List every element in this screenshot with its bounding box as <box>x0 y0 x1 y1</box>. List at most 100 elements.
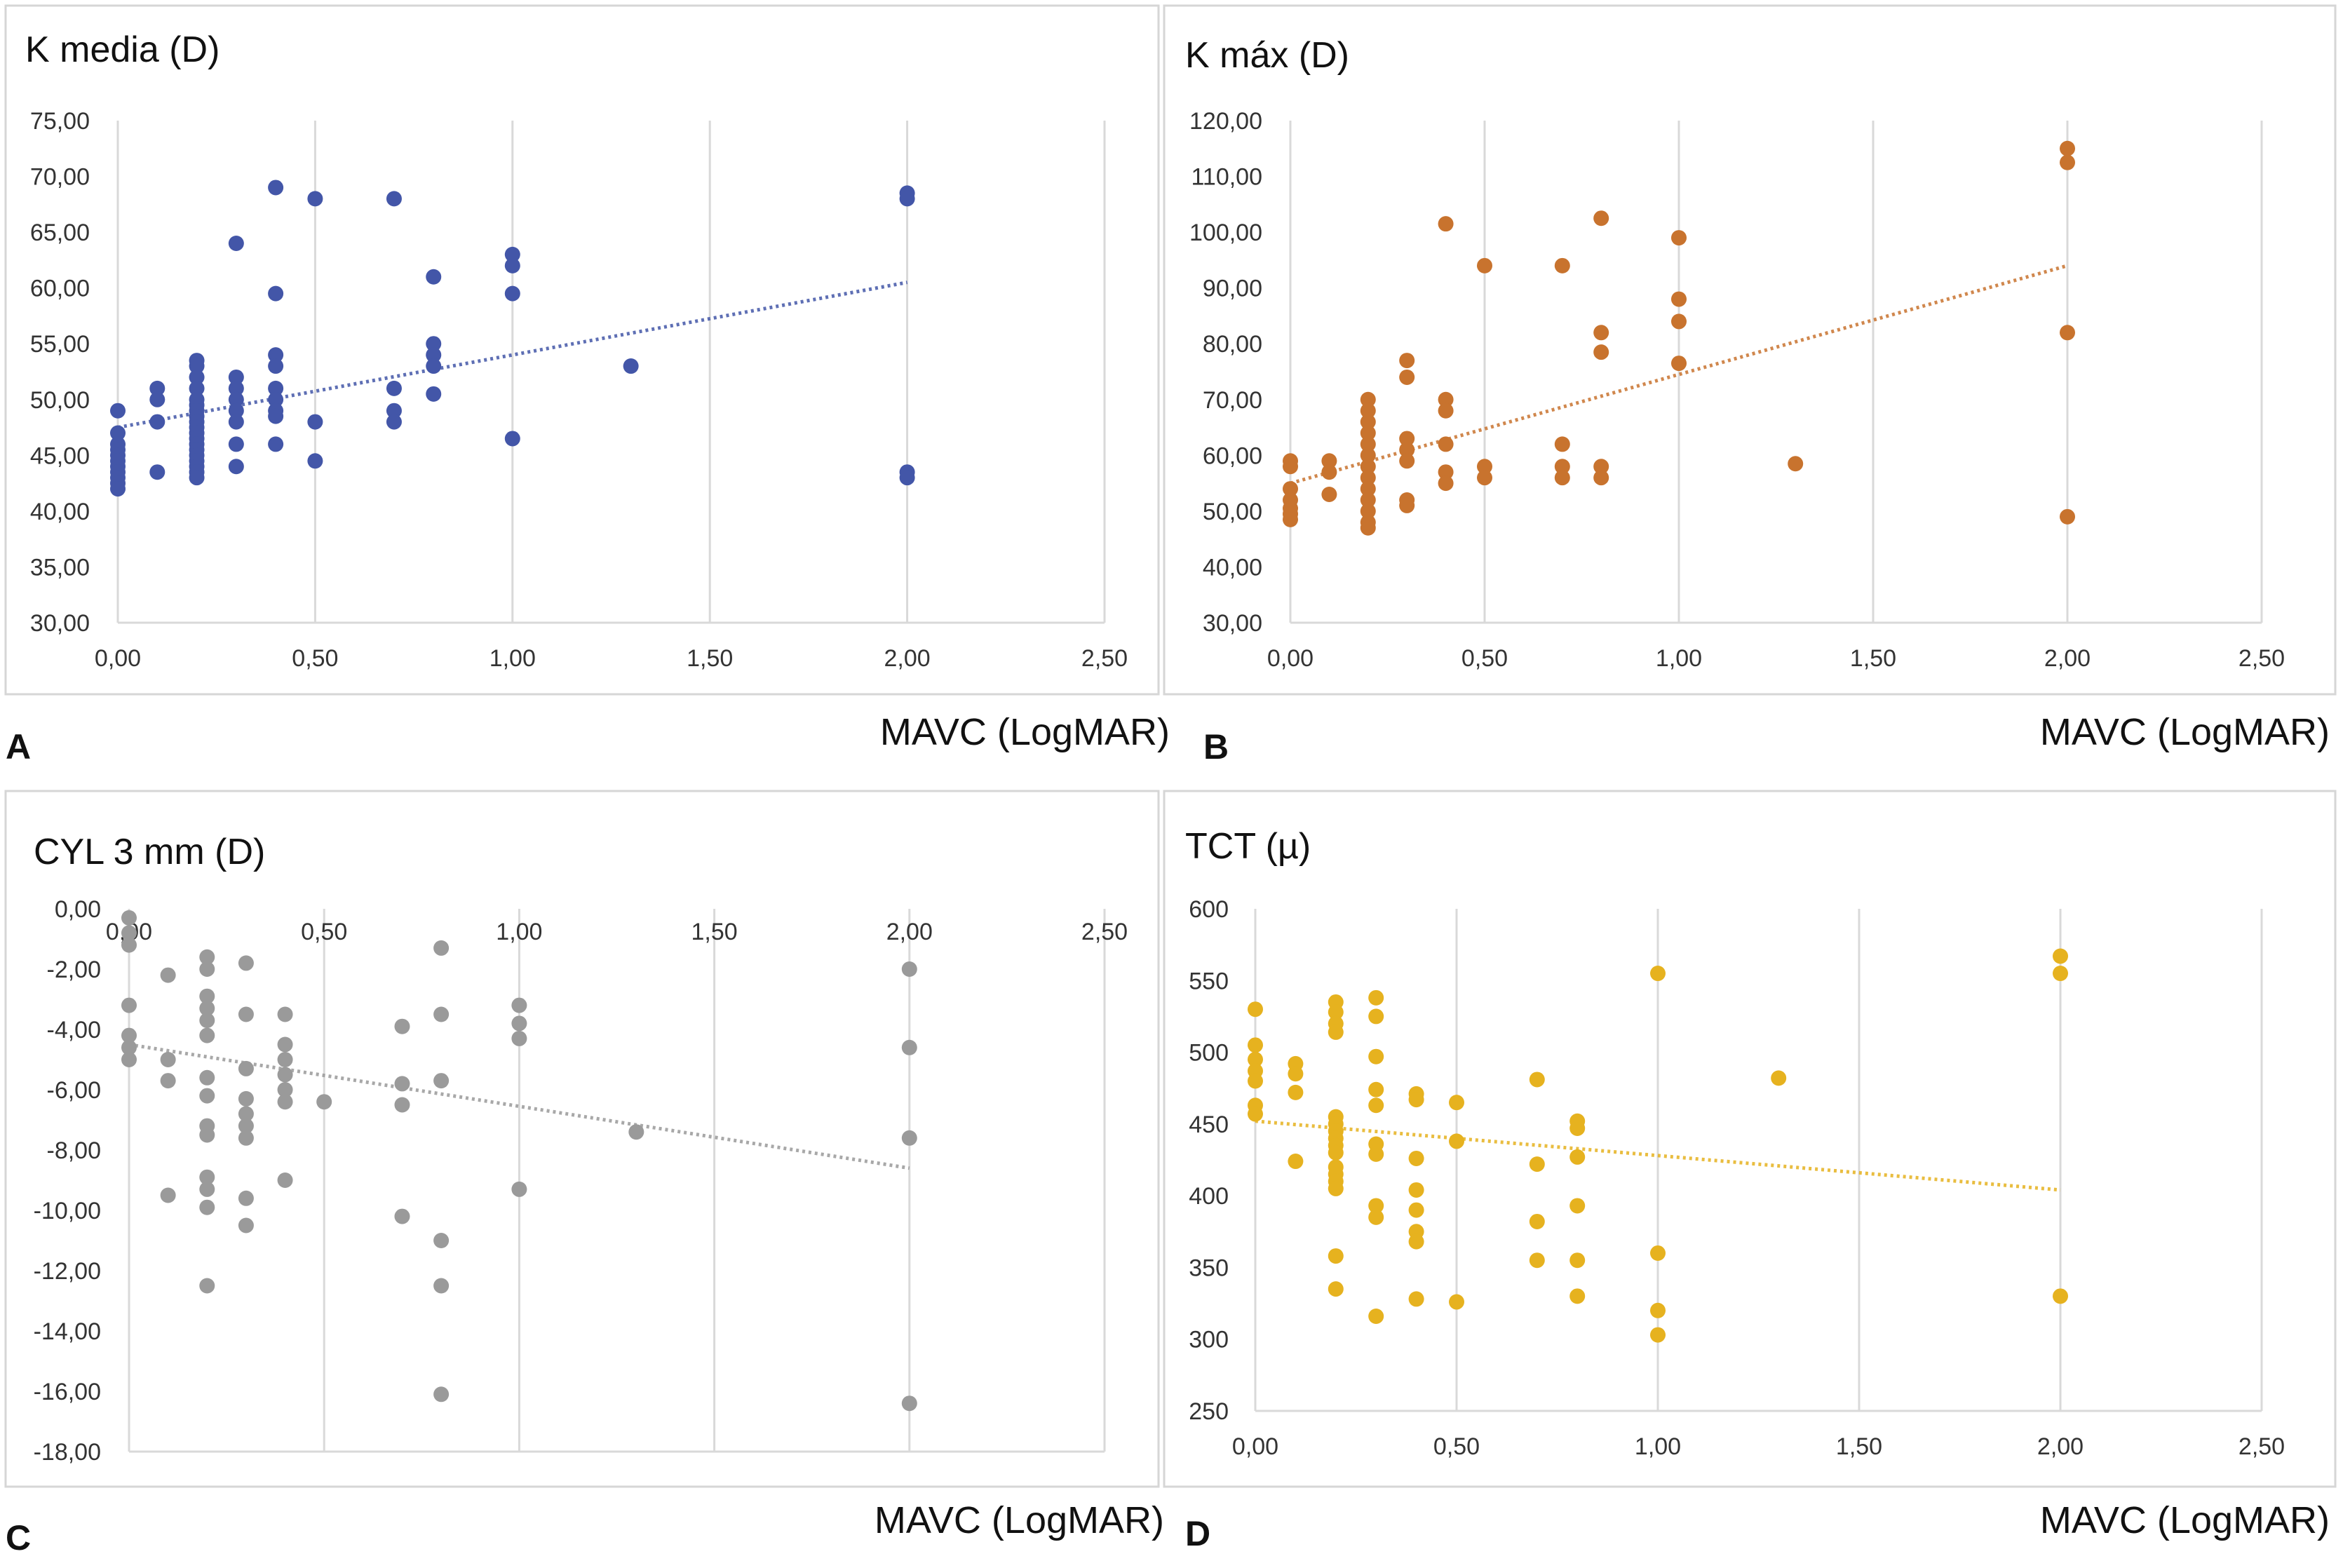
data-point <box>1529 1072 1545 1088</box>
data-point <box>160 1052 176 1067</box>
data-point <box>268 180 284 196</box>
data-point <box>1408 1182 1424 1198</box>
x-axis-label: MAVC (LogMAR) <box>875 1499 1164 1541</box>
x-tick-label: 0,50 <box>1461 645 1508 672</box>
x-axis-label: MAVC (LogMAR) <box>880 711 1170 753</box>
y-tick-label: 35,00 <box>30 554 90 581</box>
chart-title: K media (D) <box>25 29 220 70</box>
data-point <box>316 1094 332 1110</box>
data-point <box>1788 456 1804 472</box>
data-point <box>238 1060 254 1076</box>
data-point <box>1360 403 1376 419</box>
data-point <box>1593 459 1609 475</box>
data-point <box>1399 431 1415 447</box>
data-point <box>121 925 137 941</box>
x-tick-label: 1,00 <box>489 645 536 672</box>
panel-label: D <box>1185 1514 1210 1553</box>
data-point <box>426 336 442 352</box>
y-tick-label: 40,00 <box>1203 554 1262 581</box>
y-tick-label: -14,00 <box>34 1318 101 1345</box>
data-point <box>433 1278 450 1294</box>
data-point <box>238 1217 254 1234</box>
data-point <box>1569 1120 1586 1136</box>
y-tick-label: 110,00 <box>1191 164 1262 191</box>
data-point <box>628 1124 644 1140</box>
data-point <box>228 459 244 475</box>
data-point <box>504 431 520 447</box>
data-point <box>1438 464 1454 480</box>
data-point <box>1360 447 1376 464</box>
data-point <box>426 386 442 402</box>
chart-title: K máx (D) <box>1185 35 1349 76</box>
y-tick-label: 600 <box>1189 896 1229 923</box>
data-point <box>238 955 254 971</box>
data-point <box>901 1130 917 1146</box>
data-point <box>504 246 520 262</box>
data-point <box>2053 948 2068 964</box>
data-point <box>1368 1081 1384 1097</box>
data-point <box>1477 470 1492 486</box>
data-point <box>1368 1097 1384 1114</box>
panel-label: B <box>1203 727 1229 766</box>
data-point <box>189 380 205 396</box>
data-point <box>277 1082 293 1097</box>
data-point <box>238 1090 254 1107</box>
data-point <box>199 961 215 977</box>
y-tick-label: -2,00 <box>47 957 102 983</box>
trendline <box>1290 264 2068 485</box>
data-point <box>2060 154 2075 170</box>
data-point <box>433 1386 450 1403</box>
data-point <box>121 997 137 1013</box>
data-point <box>199 1088 215 1104</box>
y-tick-label: 250 <box>1189 1398 1229 1425</box>
data-point <box>426 269 442 285</box>
y-tick-label: -8,00 <box>47 1137 102 1164</box>
data-point <box>1408 1202 1424 1218</box>
data-point <box>1593 325 1609 341</box>
data-point <box>268 436 284 452</box>
data-point <box>1408 1234 1424 1250</box>
data-point <box>1288 1154 1304 1170</box>
data-point <box>899 191 915 207</box>
data-point <box>228 236 244 252</box>
data-point <box>1360 391 1376 407</box>
data-point <box>1650 1302 1666 1318</box>
data-point <box>1399 353 1415 369</box>
data-point <box>394 1097 410 1113</box>
y-tick-label: -6,00 <box>47 1077 102 1104</box>
data-point <box>1288 1066 1304 1082</box>
data-point <box>268 391 284 407</box>
data-point <box>504 285 520 302</box>
data-point <box>1569 1149 1586 1165</box>
y-tick-label: -4,00 <box>47 1017 102 1043</box>
y-tick-label: 75,00 <box>30 108 90 135</box>
data-point <box>1283 511 1298 527</box>
data-point <box>1360 459 1376 475</box>
data-point <box>199 988 215 1004</box>
data-point <box>1554 459 1570 475</box>
data-point <box>307 414 323 430</box>
panel-d: 250 300 350 400 450 500 550 600 0,00 0,50 1,00 1,50… <box>1163 790 2337 1553</box>
x-tick-label: 2,50 <box>2239 645 2285 672</box>
data-point <box>121 1039 137 1055</box>
x-tick-label: 2,00 <box>2037 1433 2084 1460</box>
data-point <box>1650 1245 1666 1261</box>
x-tick-label: 0,00 <box>1232 1433 1278 1460</box>
y-tick-label: 350 <box>1189 1255 1229 1281</box>
data-point <box>1569 1198 1586 1214</box>
data-point <box>433 1073 450 1089</box>
data-point <box>1650 966 1666 982</box>
x-tick-label: 0,50 <box>1433 1433 1480 1460</box>
data-point <box>433 1233 450 1248</box>
data-point <box>386 380 402 396</box>
chart-title: TCT (µ) <box>1185 826 1311 867</box>
data-point <box>277 1036 293 1053</box>
data-point <box>149 414 166 430</box>
data-point <box>2053 966 2068 982</box>
data-point <box>1671 356 1687 372</box>
y-tick-label: 45,00 <box>30 442 90 469</box>
data-point <box>110 481 126 497</box>
trendline <box>117 281 908 430</box>
trendline <box>1255 1119 2061 1192</box>
data-point <box>426 358 442 374</box>
